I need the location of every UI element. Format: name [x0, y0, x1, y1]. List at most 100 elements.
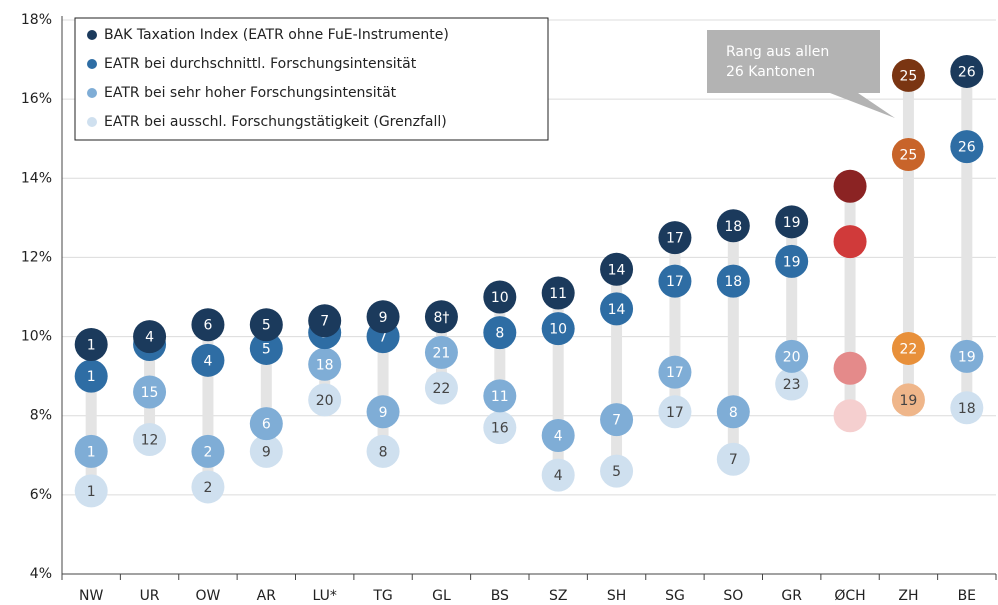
dot [308, 383, 342, 417]
value-label: 19 [783, 215, 801, 231]
legend-box [74, 17, 549, 141]
dot [133, 422, 167, 456]
dot [249, 434, 283, 468]
value-label: 5 [612, 464, 621, 480]
dot [600, 403, 634, 437]
legend-marker [87, 117, 97, 127]
dot [74, 474, 108, 508]
dot [950, 339, 984, 373]
value-label: 17 [666, 274, 684, 290]
dot [891, 383, 925, 417]
value-label: 17 [666, 405, 684, 421]
dot [191, 308, 225, 342]
dot [833, 399, 867, 433]
legend-marker [87, 88, 97, 98]
x-tick-label: GL [432, 588, 451, 604]
legend-label: EATR bei durchschnittl. Forschungsintens… [104, 56, 417, 72]
dot [133, 375, 167, 409]
value-label: 26 [958, 140, 976, 156]
value-label: 17 [666, 231, 684, 247]
value-label: 7 [612, 413, 621, 429]
x-tick-label: TG [372, 588, 392, 604]
value-label: 4 [554, 468, 563, 484]
x-tick-label: UR [140, 588, 160, 604]
value-label: 25 [900, 68, 918, 84]
dot [658, 395, 692, 429]
dot [541, 312, 575, 346]
value-label: 12 [141, 432, 159, 448]
value-label: 17 [666, 365, 684, 381]
y-tick-label: 10% [21, 329, 52, 345]
dot [308, 304, 342, 338]
dot [950, 391, 984, 425]
y-tick-label: 16% [21, 91, 52, 107]
value-label: 21 [433, 345, 451, 361]
value-label: 18 [316, 357, 334, 373]
value-label: 1 [87, 444, 96, 460]
dot [833, 169, 867, 203]
value-label: 9 [379, 310, 388, 326]
value-label: 6 [262, 417, 271, 433]
value-label: 8 [729, 405, 738, 421]
value-label: 1 [87, 484, 96, 500]
value-label: 20 [783, 349, 801, 365]
dot [716, 395, 750, 429]
dot [191, 434, 225, 468]
dot [191, 470, 225, 504]
dot [366, 395, 400, 429]
dot [716, 442, 750, 476]
legend-marker [87, 30, 97, 40]
value-label: 14 [608, 302, 626, 318]
value-label: 19 [900, 393, 918, 409]
dot [833, 351, 867, 385]
x-tick-label: AR [257, 588, 277, 604]
dot [424, 371, 458, 405]
annotation: Rang aus allen [726, 44, 829, 60]
dot [191, 343, 225, 377]
value-label: 14 [608, 262, 626, 278]
value-label: 15 [141, 385, 159, 401]
dot [483, 411, 517, 445]
legend-marker [87, 59, 97, 69]
dot [133, 320, 167, 354]
dot [366, 434, 400, 468]
dot [775, 244, 809, 278]
dot [891, 138, 925, 172]
dot [541, 276, 575, 310]
dot [600, 292, 634, 326]
value-label: 10 [491, 290, 509, 306]
value-label: 23 [783, 377, 801, 393]
dot [541, 458, 575, 492]
value-label: 18 [724, 219, 742, 235]
value-label: 10 [549, 322, 567, 338]
value-label: 22 [900, 341, 918, 357]
dot [833, 225, 867, 259]
dot [249, 407, 283, 441]
value-label: 11 [549, 286, 567, 302]
x-tick-label: SH [607, 588, 626, 604]
dot [249, 308, 283, 342]
value-label: 1 [87, 369, 96, 385]
dot [424, 300, 458, 334]
value-label: 2 [203, 444, 212, 460]
value-label: 7 [320, 314, 329, 330]
value-label: 1 [87, 337, 96, 353]
x-tick-label: SZ [549, 588, 567, 604]
value-label: 5 [262, 341, 271, 357]
x-tick-label: SO [723, 588, 743, 604]
dot [658, 221, 692, 255]
value-label: 19 [958, 349, 976, 365]
dot [483, 379, 517, 413]
legend-label: EATR bei sehr hoher Forschungsintensität [104, 85, 397, 101]
dot [249, 331, 283, 365]
dot [600, 454, 634, 488]
x-tick-label: ØCH [834, 588, 865, 604]
value-label: 20 [316, 393, 334, 409]
value-label: 2 [203, 480, 212, 496]
value-label: 9 [262, 444, 271, 460]
x-tick-label: ZH [898, 588, 918, 604]
dot [74, 359, 108, 393]
x-tick-label: NW [79, 588, 103, 604]
value-label: 7 [379, 330, 388, 346]
